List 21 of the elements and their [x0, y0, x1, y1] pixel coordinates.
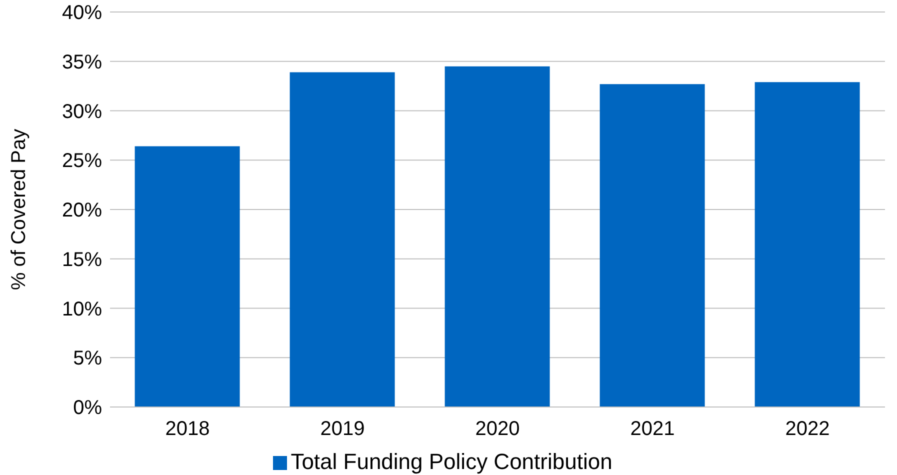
bar — [290, 72, 395, 407]
y-tick-label: 5% — [73, 348, 102, 370]
y-tick-label: 40% — [62, 2, 102, 24]
x-tick-label: 2019 — [320, 418, 365, 440]
y-tick-label: 0% — [73, 397, 102, 420]
y-axis-title: % of Covered Pay — [8, 128, 30, 290]
bar — [444, 66, 550, 407]
x-tick-label: 2022 — [785, 418, 830, 440]
bar — [134, 146, 240, 407]
x-tick-label: 2021 — [630, 418, 675, 440]
y-tick-label: 15% — [62, 248, 102, 271]
x-tick-label: 2020 — [475, 418, 520, 440]
y-tick-label: 25% — [62, 150, 102, 172]
y-tick-label: 30% — [62, 100, 102, 123]
bar — [754, 82, 860, 407]
x-tick-label: 2018 — [165, 418, 210, 440]
legend-label: Total Funding Policy Contribution — [290, 449, 612, 474]
y-tick-label: 35% — [62, 51, 102, 74]
y-tick-label: 20% — [62, 200, 102, 222]
y-tick-label: 10% — [62, 298, 102, 320]
bar — [600, 84, 705, 407]
